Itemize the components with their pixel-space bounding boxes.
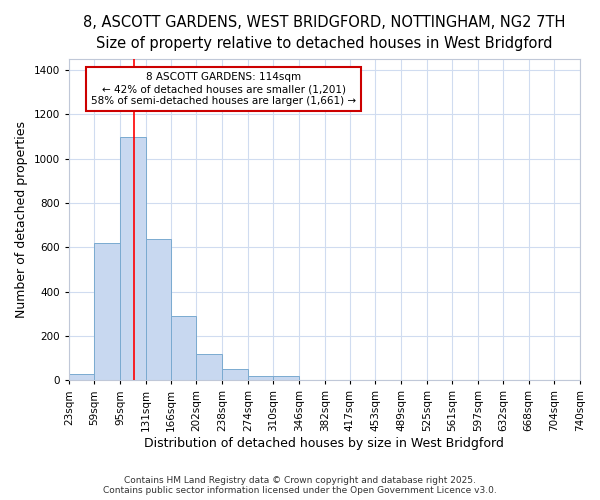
Text: 8 ASCOTT GARDENS: 114sqm
← 42% of detached houses are smaller (1,201)
58% of sem: 8 ASCOTT GARDENS: 114sqm ← 42% of detach… xyxy=(91,72,356,106)
Bar xyxy=(69,374,94,380)
Bar xyxy=(171,316,196,380)
Y-axis label: Number of detached properties: Number of detached properties xyxy=(15,121,28,318)
Bar xyxy=(146,238,171,380)
Title: 8, ASCOTT GARDENS, WEST BRIDGFORD, NOTTINGHAM, NG2 7TH
Size of property relative: 8, ASCOTT GARDENS, WEST BRIDGFORD, NOTTI… xyxy=(83,15,566,51)
Text: Contains HM Land Registry data © Crown copyright and database right 2025.
Contai: Contains HM Land Registry data © Crown c… xyxy=(103,476,497,495)
Bar xyxy=(94,243,120,380)
Bar xyxy=(196,354,222,380)
X-axis label: Distribution of detached houses by size in West Bridgford: Distribution of detached houses by size … xyxy=(145,437,505,450)
Bar xyxy=(120,136,146,380)
Bar xyxy=(248,376,274,380)
Bar xyxy=(274,376,299,380)
Bar xyxy=(222,369,248,380)
